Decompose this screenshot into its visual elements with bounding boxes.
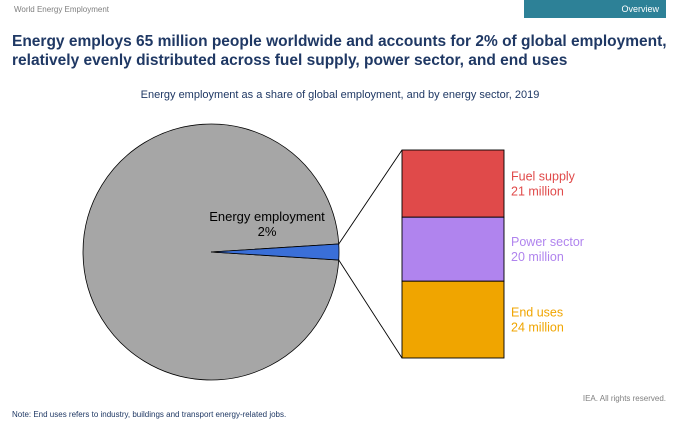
bar-label-name-end-uses: End uses (511, 306, 563, 320)
copyright-text: IEA. All rights reserved. (582, 394, 666, 403)
bar-label-name-fuel-supply: Fuel supply (511, 170, 576, 184)
bar-segment-fuel-supply (401, 149, 505, 218)
pie-label-name: Energy employment (209, 209, 325, 224)
pie-label-value: 2% (258, 224, 277, 239)
section-label: World Energy Employment (14, 5, 109, 14)
connector-lines (338, 149, 403, 359)
chart-title: Energy employment as a share of global e… (140, 89, 540, 101)
page-title: Energy employs 65 million people worldwi… (12, 33, 667, 69)
bar-segment-power-sector (401, 216, 505, 282)
bar-label-value-fuel-supply: 21 million (511, 185, 564, 199)
bar-label-value-power-sector: 20 million (511, 250, 564, 264)
bar-segment-end-uses (401, 280, 505, 359)
footnote: Note: End uses refers to industry, build… (12, 410, 287, 419)
connector-line-top (338, 149, 403, 245)
bar-label-name-power-sector: Power sector (511, 235, 584, 249)
pie-slice-energy-employment (210, 243, 340, 261)
bar-label-value-end-uses: 24 million (511, 321, 564, 335)
tab-overview[interactable]: Overview (524, 0, 666, 18)
connector-line-bottom (338, 259, 403, 359)
pie-slice-rest (82, 123, 340, 381)
